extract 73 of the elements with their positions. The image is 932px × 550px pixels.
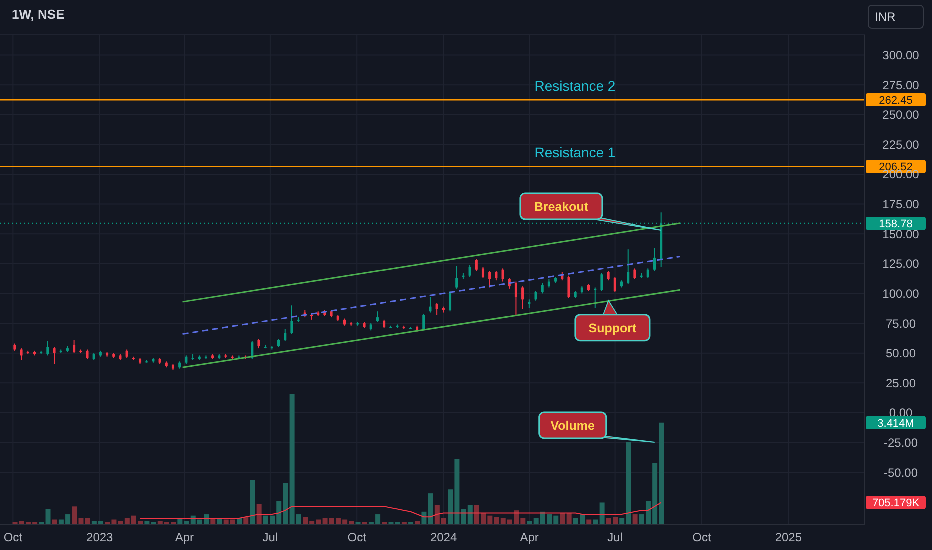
candlestick bbox=[488, 270, 492, 288]
x-tick-label: Oct bbox=[348, 530, 368, 545]
candlestick bbox=[290, 305, 294, 335]
x-tick-label: Oct bbox=[692, 530, 712, 545]
chart-title: 1W, NSE bbox=[12, 7, 65, 22]
bar bbox=[428, 494, 434, 525]
candlestick bbox=[258, 338, 260, 350]
candlestick bbox=[627, 249, 630, 285]
text: 262.45 bbox=[879, 95, 913, 108]
bar bbox=[256, 504, 262, 525]
y-tick-label: 50.00 bbox=[886, 346, 916, 361]
candlestick bbox=[448, 290, 452, 312]
y-tick-label: 175.00 bbox=[882, 198, 920, 212]
x-tick-label: Apr bbox=[520, 530, 539, 545]
candlestick bbox=[429, 296, 432, 314]
y-tick-label: 25.00 bbox=[886, 376, 916, 390]
y-tick-label: -50.00 bbox=[884, 466, 918, 480]
candlestick bbox=[482, 266, 485, 279]
x-tick-label: Oct bbox=[4, 530, 24, 545]
candlestick bbox=[634, 268, 636, 280]
candlestick bbox=[614, 276, 616, 294]
candlestick bbox=[514, 281, 518, 317]
bar bbox=[85, 518, 90, 525]
candlestick bbox=[376, 311, 379, 323]
bar bbox=[566, 513, 572, 525]
y-tick-label: 75.00 bbox=[886, 316, 916, 331]
candlestick bbox=[284, 328, 287, 342]
candlestick bbox=[568, 275, 570, 299]
annotation: Support bbox=[588, 321, 638, 336]
candlestick bbox=[646, 268, 650, 279]
x-tick-label: Jul bbox=[608, 530, 623, 545]
candlestick bbox=[522, 286, 524, 310]
x-tick-label: 2024 bbox=[430, 530, 458, 545]
y-tick-label: 225.00 bbox=[882, 138, 920, 152]
ref-line-label: Resistance 1 bbox=[534, 144, 616, 161]
candlestick bbox=[20, 348, 23, 361]
bar bbox=[632, 514, 638, 525]
y-tick-label: 125.00 bbox=[882, 257, 920, 272]
candlestick bbox=[86, 349, 89, 360]
candlestick bbox=[422, 313, 426, 332]
y-tick-label: -25.00 bbox=[884, 436, 918, 450]
candlestick bbox=[502, 268, 504, 282]
x-tick-label: 2023 bbox=[86, 530, 114, 545]
candlestick bbox=[534, 290, 538, 302]
candlestick bbox=[475, 258, 478, 272]
candlestick bbox=[53, 346, 56, 365]
annotation: Volume bbox=[550, 418, 596, 433]
ref-line-label: Resistance 2 bbox=[534, 78, 616, 94]
bar bbox=[560, 513, 566, 525]
candlestick bbox=[436, 302, 438, 316]
candlestick bbox=[541, 282, 544, 294]
candlestick bbox=[456, 266, 458, 290]
bar bbox=[46, 509, 51, 525]
candlestick bbox=[600, 272, 604, 292]
bar bbox=[600, 502, 605, 525]
y-tick-label: 250.00 bbox=[882, 108, 920, 122]
annotation: Breakout bbox=[534, 200, 590, 214]
bar bbox=[250, 480, 256, 525]
candlestick bbox=[607, 270, 610, 282]
y-tick-label: 275.00 bbox=[882, 78, 920, 92]
candlestick bbox=[46, 340, 50, 356]
text: 3.414M bbox=[878, 418, 914, 430]
candlestick bbox=[468, 264, 472, 278]
y-tick-label: 100.00 bbox=[882, 286, 920, 301]
x-tick-label: Jul bbox=[262, 530, 278, 545]
candlestick bbox=[495, 270, 498, 282]
x-tick-label: 2025 bbox=[775, 530, 802, 545]
candlestick bbox=[73, 340, 76, 354]
currency-field: INR bbox=[868, 5, 924, 29]
x-tick-label: Apr bbox=[175, 530, 194, 545]
text: 705.179K bbox=[872, 498, 920, 510]
candlestick bbox=[653, 248, 656, 272]
y-tick-label: 300.00 bbox=[882, 48, 920, 63]
